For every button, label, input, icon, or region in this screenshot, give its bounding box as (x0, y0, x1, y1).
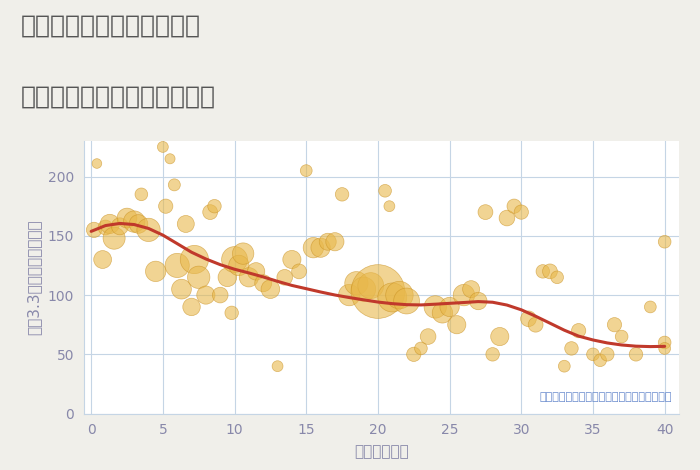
Point (322, 238, 333, 245)
Point (143, 226, 154, 234)
Point (251, 267, 262, 275)
Point (537, 267, 548, 275)
Point (566, 345, 577, 352)
Point (308, 244, 319, 251)
Point (222, 274, 233, 281)
Point (104, 220, 116, 228)
Point (193, 274, 204, 281)
Point (659, 339, 671, 346)
Point (501, 214, 512, 222)
Point (508, 203, 519, 210)
Text: 神奈川県横浜市保土ヶ谷区: 神奈川県横浜市保土ヶ谷区 (21, 14, 201, 38)
Point (186, 303, 197, 311)
Point (233, 262, 244, 269)
Point (279, 274, 290, 281)
Point (386, 294, 398, 301)
Point (609, 321, 620, 329)
Point (329, 238, 340, 245)
Point (573, 327, 584, 334)
Point (97, 256, 108, 263)
Point (384, 203, 395, 210)
Y-axis label: 坪（3.3㎡）単価（万円）: 坪（3.3㎡）単価（万円） (26, 219, 41, 335)
Point (315, 244, 326, 251)
Point (258, 280, 269, 287)
Point (602, 351, 613, 358)
Text: 円の大きさは、取引のあった物件面積を示す: 円の大きさは、取引のあった物件面積を示す (539, 392, 672, 402)
Point (523, 315, 534, 322)
Point (631, 351, 642, 358)
Point (293, 267, 304, 275)
Point (226, 309, 237, 317)
Point (272, 362, 284, 370)
Point (358, 285, 369, 293)
Point (466, 285, 477, 293)
Point (180, 220, 191, 228)
Point (136, 190, 147, 198)
Point (559, 362, 570, 370)
Point (129, 218, 140, 225)
Point (164, 155, 176, 163)
Point (616, 333, 627, 340)
Point (160, 203, 172, 210)
Point (189, 256, 200, 263)
Point (437, 309, 448, 317)
Point (351, 280, 362, 287)
Point (300, 167, 312, 174)
Point (487, 351, 498, 358)
Point (215, 291, 226, 299)
Point (379, 187, 391, 195)
Point (237, 250, 248, 258)
Point (430, 303, 441, 311)
Point (587, 351, 598, 358)
Point (150, 267, 161, 275)
Point (401, 297, 412, 305)
Point (337, 190, 348, 198)
Point (659, 238, 671, 245)
Point (394, 291, 405, 299)
Point (480, 208, 491, 216)
Point (423, 333, 434, 340)
Point (158, 143, 169, 151)
Point (473, 297, 484, 305)
Point (108, 235, 120, 242)
Point (91, 160, 102, 167)
Point (516, 208, 527, 216)
Point (594, 357, 606, 364)
Point (286, 256, 297, 263)
Point (444, 303, 455, 311)
Point (172, 262, 183, 269)
Point (133, 220, 144, 228)
Point (415, 345, 426, 352)
X-axis label: 築年数（年）: 築年数（年） (354, 444, 409, 459)
Point (176, 285, 187, 293)
Point (344, 291, 355, 299)
Point (545, 267, 556, 275)
Point (169, 181, 180, 188)
Point (372, 288, 384, 295)
Point (114, 223, 125, 230)
Point (530, 321, 541, 329)
Point (552, 274, 563, 281)
Point (645, 303, 656, 311)
Point (458, 291, 470, 299)
Point (365, 282, 377, 290)
Point (121, 214, 132, 222)
Text: 築年数別中古マンション価格: 築年数別中古マンション価格 (21, 85, 216, 109)
Point (88, 226, 99, 234)
Point (100, 224, 111, 231)
Point (494, 333, 505, 340)
Point (229, 256, 240, 263)
Point (659, 345, 671, 352)
Point (452, 321, 463, 329)
Point (200, 291, 211, 299)
Point (204, 208, 216, 216)
Point (265, 285, 276, 293)
Point (209, 203, 220, 210)
Point (408, 351, 419, 358)
Point (244, 274, 255, 281)
